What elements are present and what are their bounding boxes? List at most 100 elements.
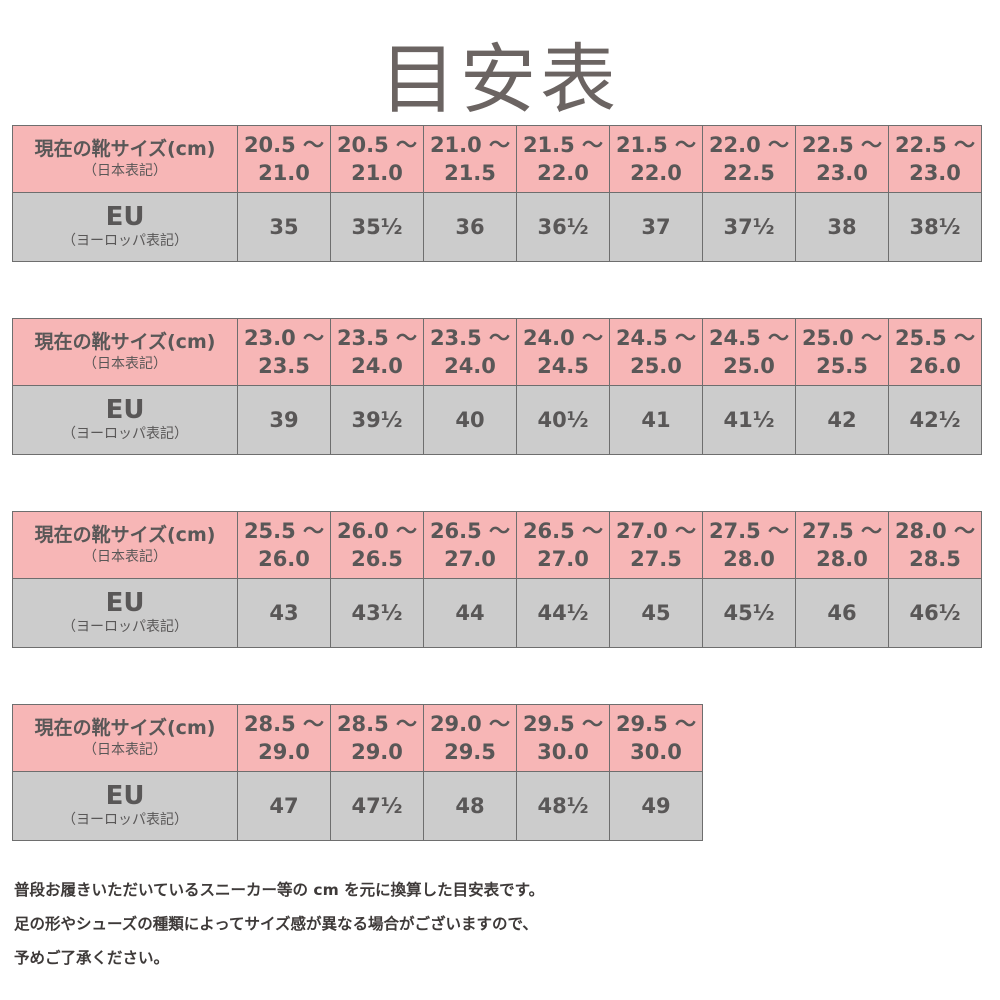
jp-label: 現在の靴サイズ(cm) (34, 138, 216, 160)
jp-label: 現在の靴サイズ(cm) (34, 717, 216, 739)
jp-size-cell: 23.0 ～ 23.5 (237, 318, 331, 386)
jp-size-cell: 23.5 ～ 24.0 (330, 318, 424, 386)
jp-size-cell: 24.5 ～ 25.0 (609, 318, 703, 386)
jp-size-to: 22.0 (537, 161, 589, 185)
jp-size-to: 24.0 (444, 354, 496, 378)
jp-size-from: 29.5 ～ (615, 712, 697, 736)
eu-size-cell: 45½ (702, 578, 796, 648)
jp-size-from: 27.0 ～ (615, 519, 697, 543)
jp-size-from: 20.5 ～ (336, 133, 418, 157)
jp-size-row: 現在の靴サイズ(cm) （日本表記） 23.0 ～ 23.5 23.5 ～ 24.0 23.… (12, 318, 982, 386)
jp-size-from: 23.5 ～ (336, 326, 418, 350)
jp-size-from: 23.5 ～ (429, 326, 511, 350)
jp-size-row: 現在の靴サイズ(cm) （日本表記） 25.5 ～ 26.0 26.0 ～ 26.5 26.… (12, 511, 982, 579)
jp-size-from: 24.5 ～ (708, 326, 790, 350)
eu-size-cell: 46 (795, 578, 889, 648)
eu-row-header: EU （ヨーロッパ表記） (12, 771, 238, 841)
eu-size-cell: 47 (237, 771, 331, 841)
jp-size-from: 21.0 ～ (429, 133, 511, 157)
size-table: 現在の靴サイズ(cm) （日本表記） 25.5 ～ 26.0 26.0 ～ 26.5 26.… (12, 511, 982, 648)
jp-size-cell: 21.5 ～ 22.0 (609, 125, 703, 193)
eu-label: EU (105, 202, 145, 232)
size-table: 現在の靴サイズ(cm) （日本表記） 20.5 ～ 21.0 20.5 ～ 21.0 21.… (12, 125, 982, 262)
jp-label: 現在の靴サイズ(cm) (34, 524, 216, 546)
jp-size-cell: 29.5 ～ 30.0 (516, 704, 610, 772)
jp-size-from: 23.0 ～ (243, 326, 325, 350)
eu-size-cell: 48½ (516, 771, 610, 841)
jp-size-to: 26.5 (351, 547, 403, 571)
jp-size-to: 28.0 (723, 547, 775, 571)
jp-size-to: 25.0 (630, 354, 682, 378)
jp-size-from: 27.5 ～ (708, 519, 790, 543)
eu-row-header: EU （ヨーロッパ表記） (12, 578, 238, 648)
jp-size-from: 20.5 ～ (243, 133, 325, 157)
size-table: 現在の靴サイズ(cm) （日本表記） 28.5 ～ 29.0 28.5 ～ 29.0 29.… (12, 704, 703, 841)
jp-sublabel: （日本表記） (83, 742, 167, 758)
page-title: 目安表 (380, 35, 620, 124)
jp-size-to: 21.0 (258, 161, 310, 185)
jp-size-cell: 29.0 ～ 29.5 (423, 704, 517, 772)
jp-size-cell: 25.0 ～ 25.5 (795, 318, 889, 386)
jp-row-header: 現在の靴サイズ(cm) （日本表記） (12, 511, 238, 579)
jp-size-from: 25.5 ～ (894, 326, 976, 350)
jp-size-cell: 20.5 ～ 21.0 (330, 125, 424, 193)
note-line: 足の形やシューズの種類によってサイズ感が異なる場合がございますので、 (14, 915, 538, 933)
jp-size-from: 28.5 ～ (336, 712, 418, 736)
eu-size-cell: 37 (609, 192, 703, 262)
eu-size-cell: 36½ (516, 192, 610, 262)
jp-size-cell: 22.0 ～ 22.5 (702, 125, 796, 193)
jp-size-from: 21.5 ～ (615, 133, 697, 157)
jp-size-from: 27.5 ～ (801, 519, 883, 543)
eu-size-cell: 41½ (702, 385, 796, 455)
jp-size-from: 25.5 ～ (243, 519, 325, 543)
eu-size-cell: 46½ (888, 578, 982, 648)
eu-size-cell: 48 (423, 771, 517, 841)
jp-size-cell: 22.5 ～ 23.0 (795, 125, 889, 193)
jp-size-cell: 26.5 ～ 27.0 (423, 511, 517, 579)
jp-size-cell: 25.5 ～ 26.0 (888, 318, 982, 386)
notes: 普段お履きいただいているスニーカー等の cm を元に換算した目安表です。 足の形… (14, 873, 544, 975)
jp-size-to: 24.0 (351, 354, 403, 378)
jp-size-from: 26.5 ～ (522, 519, 604, 543)
jp-size-from: 22.0 ～ (708, 133, 790, 157)
jp-size-from: 29.5 ～ (522, 712, 604, 736)
eu-size-cell: 39½ (330, 385, 424, 455)
jp-size-to: 22.0 (630, 161, 682, 185)
note-line: 普段お履きいただいているスニーカー等の cm を元に換算した目安表です。 (14, 881, 545, 899)
eu-sublabel: （ヨーロッパ表記） (62, 812, 188, 828)
eu-size-cell: 37½ (702, 192, 796, 262)
jp-size-from: 28.0 ～ (894, 519, 976, 543)
eu-label: EU (105, 395, 145, 425)
eu-size-cell: 47½ (330, 771, 424, 841)
jp-size-cell: 26.0 ～ 26.5 (330, 511, 424, 579)
jp-size-to: 29.5 (444, 740, 496, 764)
jp-size-cell: 25.5 ～ 26.0 (237, 511, 331, 579)
jp-size-cell: 27.5 ～ 28.0 (795, 511, 889, 579)
jp-size-to: 29.0 (258, 740, 310, 764)
jp-size-to: 21.5 (444, 161, 496, 185)
jp-size-cell: 29.5 ～ 30.0 (609, 704, 703, 772)
jp-size-to: 25.5 (816, 354, 868, 378)
jp-size-to: 23.0 (816, 161, 868, 185)
jp-size-from: 28.5 ～ (243, 712, 325, 736)
eu-size-cell: 45 (609, 578, 703, 648)
eu-size-cell: 38½ (888, 192, 982, 262)
eu-size-cell: 49 (609, 771, 703, 841)
jp-size-row: 現在の靴サイズ(cm) （日本表記） 20.5 ～ 21.0 20.5 ～ 21.0 21.… (12, 125, 982, 193)
eu-sublabel: （ヨーロッパ表記） (62, 619, 188, 635)
jp-size-from: 25.0 ～ (801, 326, 883, 350)
jp-size-from: 22.5 ～ (801, 133, 883, 157)
eu-sublabel: （ヨーロッパ表記） (62, 233, 188, 249)
jp-size-from: 21.5 ～ (522, 133, 604, 157)
eu-size-row: EU （ヨーロッパ表記） 43 43½ 44 44½ 45 45½ 46 46½ (12, 578, 982, 648)
eu-sublabel: （ヨーロッパ表記） (62, 426, 188, 442)
jp-size-to: 30.0 (537, 740, 589, 764)
jp-size-to: 29.0 (351, 740, 403, 764)
jp-size-to: 24.5 (537, 354, 589, 378)
jp-sublabel: （日本表記） (83, 163, 167, 179)
eu-size-cell: 40 (423, 385, 517, 455)
jp-size-to: 23.5 (258, 354, 310, 378)
jp-size-to: 26.0 (258, 547, 310, 571)
eu-label: EU (105, 588, 145, 618)
jp-size-cell: 21.0 ～ 21.5 (423, 125, 517, 193)
